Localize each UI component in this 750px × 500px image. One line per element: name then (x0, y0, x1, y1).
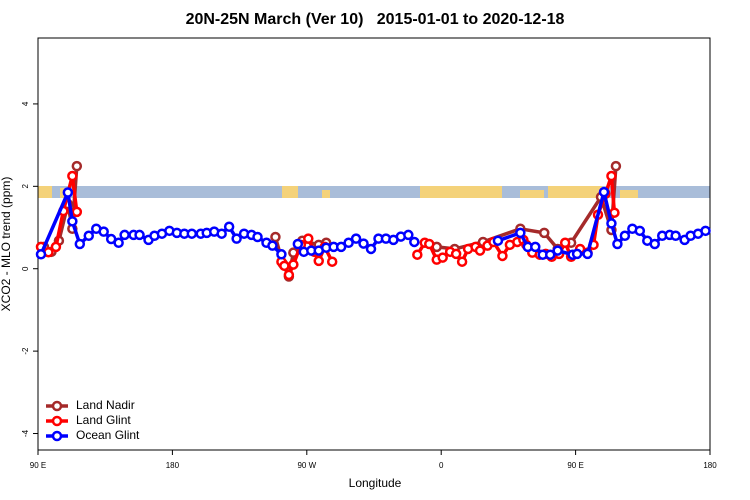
series-marker (231, 233, 242, 244)
y-tick-label: -2 (21, 347, 30, 355)
y-tick-label: 4 (21, 101, 30, 106)
x-tick-label: 90 E (30, 461, 46, 470)
series-marker (223, 221, 235, 232)
chart-title: 20N-25N March (Ver 10) 2015-01-01 to 202… (186, 11, 565, 28)
series-marker (67, 170, 78, 182)
series-marker (598, 186, 610, 198)
legend-label: Land Glint (76, 413, 131, 427)
series-marker (50, 241, 62, 253)
series-marker (283, 269, 295, 281)
series-marker (279, 260, 290, 272)
legend-marker (51, 415, 63, 427)
x-axis-label: Longitude (349, 476, 402, 490)
series-marker (538, 227, 550, 239)
legend-marker (51, 400, 63, 412)
series-marker (606, 170, 617, 182)
series-marker (252, 231, 263, 243)
series-marker (515, 227, 526, 239)
series-marker (606, 218, 617, 229)
series-marker (497, 250, 508, 262)
y-axis-label: XCO2 - MLO trend (ppm) (0, 177, 13, 312)
x-tick-label: 90 E (567, 461, 583, 470)
series-marker (450, 248, 462, 260)
series-marker (424, 238, 435, 250)
series-marker (134, 229, 145, 241)
x-tick-label: 180 (703, 461, 717, 470)
series-marker (409, 236, 420, 248)
series-marker (619, 230, 631, 242)
series-marker (492, 235, 504, 246)
series-marker (326, 256, 338, 267)
series-marker (358, 238, 369, 249)
x-tick-label: 90 W (297, 461, 316, 470)
map-strip (38, 186, 710, 198)
series-marker (700, 225, 711, 237)
series-marker (530, 241, 541, 253)
series-marker (71, 206, 83, 218)
series-marker (403, 229, 414, 241)
series-marker (571, 248, 583, 260)
series-marker (582, 248, 593, 260)
series-marker (612, 238, 623, 250)
series-marker (62, 187, 74, 198)
series-marker (270, 231, 281, 243)
series-marker (412, 249, 423, 260)
legend-label: Land Nadir (76, 398, 135, 412)
series-marker (365, 243, 377, 255)
series-marker (474, 245, 486, 256)
series-marker (544, 249, 556, 260)
series-marker (74, 238, 86, 250)
series-marker (335, 241, 347, 253)
series-marker (313, 255, 324, 267)
series-marker (216, 228, 227, 239)
series-marker (83, 230, 95, 242)
series-marker (67, 216, 78, 227)
series-marker (350, 233, 362, 244)
series-marker (98, 226, 109, 237)
series-marker (303, 233, 314, 244)
y-tick-label: 2 (21, 184, 30, 189)
series-marker (456, 256, 468, 267)
series-marker (276, 249, 287, 260)
series-marker (670, 230, 681, 242)
series-marker (609, 207, 620, 218)
series-marker (35, 249, 47, 260)
x-tick-label: 180 (166, 461, 180, 470)
series-marker (552, 245, 563, 256)
y-tick-label: 0 (21, 266, 30, 271)
legend-label: Ocean Glint (76, 428, 140, 442)
series-marker (292, 238, 304, 250)
y-tick-label: -4 (21, 429, 30, 437)
series-marker (634, 225, 646, 237)
series-marker (343, 237, 354, 249)
series-marker (186, 228, 198, 239)
series-marker (649, 238, 660, 250)
legend-marker (51, 430, 63, 442)
series-marker (288, 259, 299, 270)
series-marker (437, 252, 448, 263)
series-marker (113, 237, 124, 249)
series-marker (610, 160, 622, 172)
series-marker (71, 160, 83, 172)
x-tick-label: 0 (439, 461, 444, 470)
series-marker (559, 237, 571, 249)
series-marker (119, 229, 130, 241)
series-marker (267, 240, 278, 251)
